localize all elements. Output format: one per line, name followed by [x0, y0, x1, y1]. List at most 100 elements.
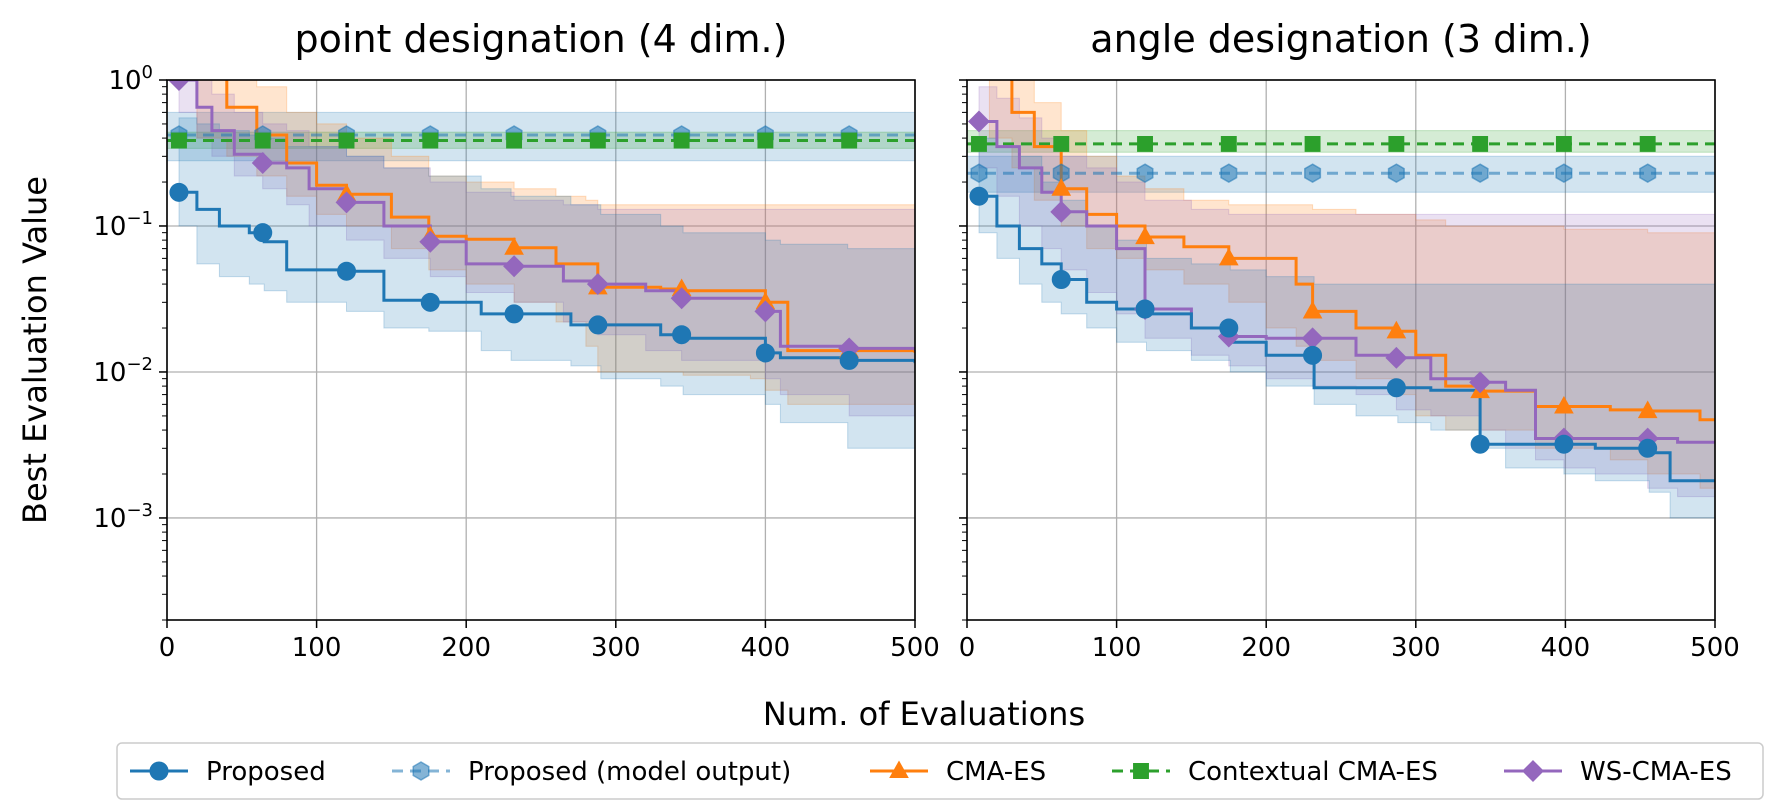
chart-panel-2: angle designation (3 dim.) 0 100 200 300 400 5…: [959, 17, 1740, 663]
chart-panels: point designation (4 dim.)0 100 200 300 400 5…: [93, 17, 1739, 663]
marker-proposed: [1051, 269, 1071, 289]
marker-contextual-cma-es: [1555, 135, 1572, 152]
x-axis-label: Num. of Evaluations: [763, 695, 1085, 733]
marker-contextual-cma-es: [757, 132, 774, 149]
line-ws-cma-es: [979, 120, 1715, 444]
x-tick-label: 100: [1092, 633, 1142, 663]
y-tick-label: 10−2: [93, 354, 153, 388]
legend: Proposed Proposed (model output) CMA-ES Con…: [116, 742, 1764, 800]
y-axis-label: Best Evaluation Value: [16, 176, 54, 524]
marker-contextual-cma-es: [506, 132, 523, 149]
marker-proposed-model-output: [1304, 163, 1322, 184]
band-proposed: [978, 137, 1715, 525]
marker-ws-cma-es: [670, 287, 693, 310]
band-proposed-model-output: [967, 155, 1715, 193]
x-tick-label: 300: [591, 633, 641, 663]
marker-proposed: [969, 186, 989, 206]
plot-area: [167, 80, 915, 485]
marker-proposed: [1135, 299, 1155, 319]
x-tick-label: 100: [292, 633, 342, 663]
x-tick-label: 400: [1541, 633, 1591, 663]
y-tick-base: 10: [93, 358, 126, 388]
legend-marker: [412, 761, 430, 781]
chart-title: point designation (4 dim.): [295, 17, 788, 61]
marker-proposed-model-output: [1387, 163, 1405, 184]
marker-proposed: [755, 343, 775, 363]
marker-contextual-cma-es: [1220, 135, 1237, 152]
marker-contextual-cma-es: [1639, 135, 1656, 152]
legend-label: Proposed (model output): [468, 757, 791, 787]
marker-proposed: [1386, 378, 1406, 398]
legend-label: Proposed: [206, 757, 326, 787]
legend-marker: [889, 760, 909, 779]
marker-ws-cma-es: [1469, 371, 1492, 394]
marker-ws-cma-es: [251, 152, 274, 174]
marker-contextual-cma-es: [171, 132, 187, 149]
y-tick-label: 10−1: [93, 208, 153, 242]
legend-entry-proposed-model-output: Proposed (model output): [392, 757, 791, 787]
x-tick-label: 500: [890, 633, 940, 663]
marker-cma-es: [504, 237, 524, 255]
legend-entry-cma-es: CMA-ES: [870, 757, 1046, 787]
marker-contextual-cma-es: [1472, 135, 1489, 152]
marker-ws-cma-es: [1050, 200, 1073, 223]
marker-ws-cma-es: [754, 300, 777, 323]
marker-cma-es: [1218, 247, 1239, 266]
chart-title: angle designation (3 dim.): [1090, 17, 1591, 61]
legend-label: WS-CMA-ES: [1580, 757, 1732, 787]
legend-frame: [116, 742, 1764, 800]
legend-marker: [149, 761, 169, 781]
marker-proposed: [420, 292, 440, 312]
marker-proposed-model-output: [1639, 163, 1657, 184]
y-tick-label: 10−3: [93, 500, 153, 534]
y-tick-exponent: −1: [126, 208, 153, 229]
marker-ws-cma-es: [503, 255, 526, 278]
legend-label: Contextual CMA-ES: [1188, 757, 1438, 787]
marker-ws-cma-es: [168, 80, 190, 91]
marker-contextual-cma-es: [1137, 135, 1153, 152]
y-tick-base: 10: [93, 212, 126, 242]
legend-label: CMA-ES: [946, 757, 1046, 787]
marker-contextual-cma-es: [1304, 135, 1321, 152]
marker-cma-es: [1051, 178, 1072, 196]
band-proposed-model-output: [167, 111, 915, 162]
marker-proposed: [1470, 434, 1490, 454]
marker-cma-es: [1386, 320, 1407, 339]
marker-proposed: [672, 325, 692, 345]
axes-frame: [166, 79, 916, 621]
marker-proposed: [504, 304, 524, 324]
marker-contextual-cma-es: [338, 132, 355, 149]
marker-contextual-cma-es: [1053, 135, 1070, 152]
legend-marker: [1133, 763, 1149, 779]
marker-contextual-cma-es: [1388, 135, 1405, 152]
x-tick-label: 0: [959, 633, 976, 663]
legend-entry-ws-cma-es: WS-CMA-ES: [1504, 757, 1732, 787]
x-tick-label: 400: [741, 633, 791, 663]
y-tick-base: 10: [108, 66, 141, 96]
marker-ws-cma-es: [586, 273, 609, 296]
band-proposed: [178, 117, 915, 485]
band-contextual-cma-es: [967, 130, 1715, 153]
y-tick-exponent: −3: [126, 500, 153, 521]
marker-proposed: [253, 223, 273, 243]
chart-panel-1: point designation (4 dim.)0 100 200 300 400 5…: [93, 17, 939, 663]
x-tick-label: 0: [159, 633, 176, 663]
y-tick-label: 100: [108, 62, 153, 96]
marker-proposed: [169, 182, 189, 202]
marker-proposed: [1638, 438, 1658, 458]
marker-proposed: [337, 261, 357, 281]
marker-proposed-model-output: [1136, 163, 1154, 184]
marker-ws-cma-es: [419, 230, 442, 253]
marker-proposed: [1219, 318, 1239, 338]
marker-proposed-model-output: [1220, 163, 1238, 184]
marker-proposed-model-output: [1471, 163, 1489, 184]
marker-proposed-model-output: [1555, 163, 1573, 184]
marker-ws-cma-es: [1385, 346, 1408, 369]
marker-proposed: [839, 350, 859, 370]
legend-marker: [1522, 760, 1544, 782]
band-ws-cma-es: [178, 80, 915, 431]
marker-contextual-cma-es: [971, 135, 987, 152]
marker-ws-cma-es: [335, 191, 358, 214]
plot-area: [967, 80, 1715, 525]
line-proposed: [979, 194, 1715, 483]
